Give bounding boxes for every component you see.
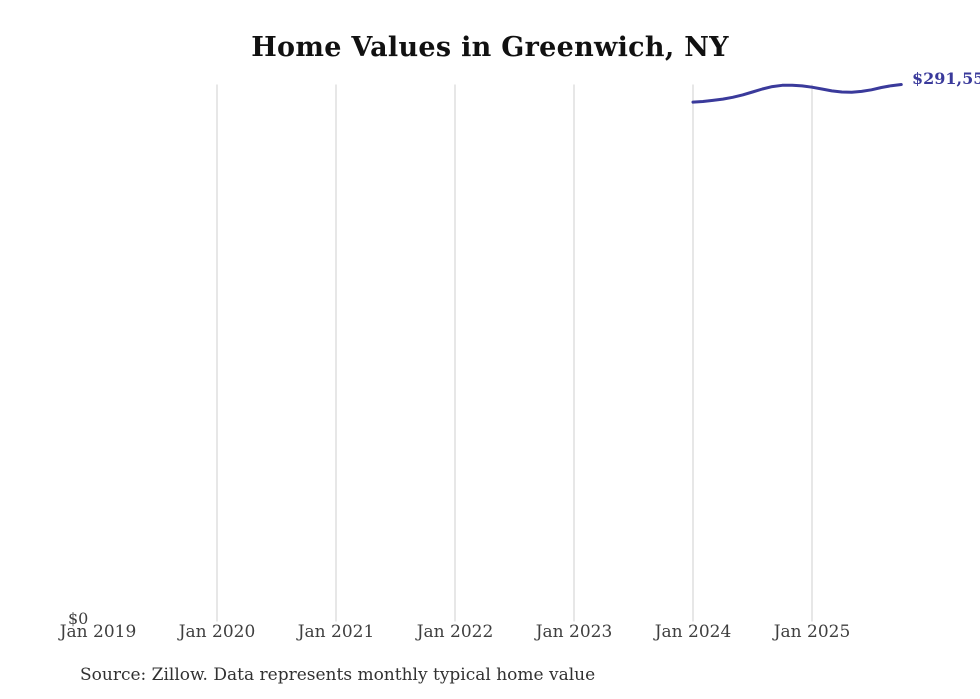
x-axis-tick-label: Jan 2023	[535, 622, 613, 642]
gridline-group	[216, 84, 813, 622]
x-axis-tick-label: Jan 2024	[654, 622, 732, 642]
x-axis-tick-label: Jan 2025	[773, 622, 851, 642]
home-value-line-series	[691, 83, 903, 104]
x-axis-tick-label: Jan 2021	[297, 622, 375, 642]
x-axis-tick-label: Jan 2019	[59, 622, 137, 642]
x-axis-tick-label: Jan 2020	[178, 622, 256, 642]
source-attribution: Source: Zillow. Data represents monthly …	[80, 665, 596, 685]
x-axis-tick-label: Jan 2022	[416, 622, 494, 642]
chart-title: Home Values in Greenwich, NY	[251, 32, 729, 63]
y-axis-zero-label: $0	[68, 609, 89, 628]
latest-value-label: $291,555	[912, 69, 980, 88]
